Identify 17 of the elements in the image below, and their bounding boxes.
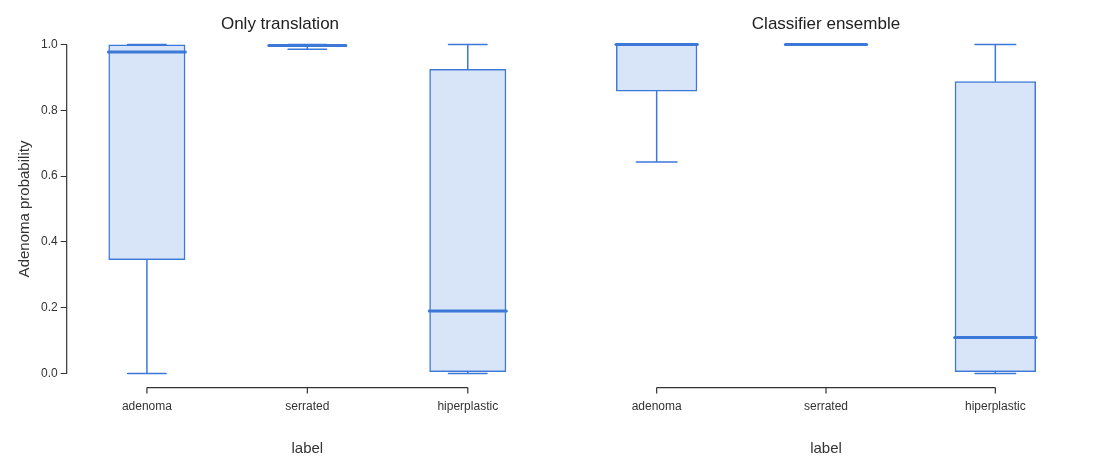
y-tick-label: 0.8 xyxy=(40,102,58,117)
x-tick-label: hiperplastic xyxy=(964,399,1026,414)
x-axis-title: label xyxy=(810,439,842,457)
x-tick-label: adenoma xyxy=(121,399,173,414)
y-tick-label: 0.2 xyxy=(40,300,58,315)
chart-title: Classifier ensemble xyxy=(751,13,901,33)
y-tick-label: 0.0 xyxy=(40,365,58,380)
y-tick-label: 0.6 xyxy=(40,168,58,183)
x-tick-label: adenoma xyxy=(631,399,683,414)
y-tick-label: 1.0 xyxy=(40,36,58,51)
y-axis-title: Adenoma probability xyxy=(15,140,33,278)
x-tick-label: hiperplastic xyxy=(437,399,499,414)
x-tick-label: serrated xyxy=(803,399,849,414)
y-tick-label: 0.4 xyxy=(40,234,58,249)
chart-title: Only translation xyxy=(220,13,340,33)
x-axis-title: label xyxy=(291,439,324,457)
x-tick-label: serrated xyxy=(285,399,330,414)
